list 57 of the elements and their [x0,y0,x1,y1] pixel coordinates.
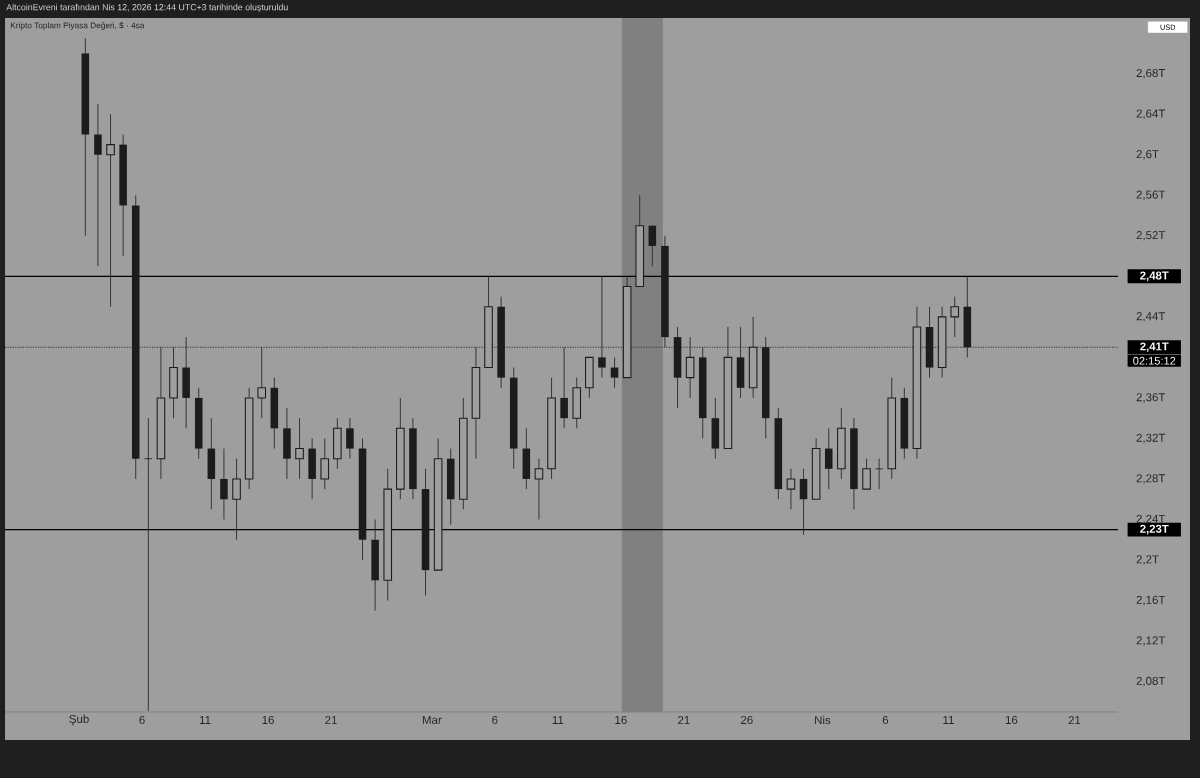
y-tick-label: 2,44T [1136,312,1166,322]
y-tick-label: 2,36T [1136,393,1166,403]
x-tick-label: Şub [69,714,89,726]
candlestick [685,336,695,399]
candlestick [106,113,115,308]
candlestick [824,427,833,490]
ref-line-label: 2,41T [1140,342,1169,353]
x-tick-label: 21 [325,715,337,724]
candlestick [862,458,871,490]
y-tick-label: 2,6T [1136,150,1159,160]
y-tick-label: 2,56T [1136,190,1166,201]
x-tick-label: Mar [422,715,442,724]
candlestick [799,468,808,536]
y-tick-label: 2,28T [1136,474,1166,484]
candlestick [560,346,568,429]
x-tick-label: 11 [943,716,954,724]
candlestick [257,346,267,419]
y-tick-label: 2,64T [1136,109,1166,119]
x-tick-label: 16 [262,715,274,725]
x-tick-label: 16 [1005,715,1018,725]
x-tick-label: 21 [1068,715,1081,724]
candlestick [295,417,304,480]
candlestick [648,225,657,267]
candlestick [232,458,241,541]
y-tick-label: 2,12T [1136,636,1166,646]
candlestick [94,103,102,267]
y-tick-label: 2,68T [1136,68,1166,79]
y-tick-label: 2,32T [1136,433,1166,444]
x-tick-label: 11 [199,716,211,724]
x-tick-label: 21 [678,715,690,724]
candlestick [320,438,330,490]
y-tick-label: 2,24T [1136,514,1166,525]
x-tick-label: 16 [615,715,627,725]
chart-subtitle: Kripto Toplam Piyasa Değeri, $ · 4sa [10,22,145,30]
y-tick-label: 2,52T [1136,231,1166,241]
ref-line-label: 2,48T [1140,271,1169,282]
candlestick [598,275,606,379]
x-tick-label: Nis [815,715,831,725]
x-tick-label: 6 [139,715,145,725]
candlestick [220,448,228,520]
candlestick [874,458,884,490]
candlestick [610,356,619,389]
chart-title: AltcoinEvreni tarafından Nis 12, 2026 12:44 UTC+3 tarihinde oluşturuldu [6,3,288,13]
candlestick [144,417,153,712]
x-tick-label: 6 [882,715,889,725]
ref-line-label: 2,23T [1140,524,1169,535]
x-tick-label: 11 [552,716,564,724]
text: 02:15:12 [1133,356,1176,365]
y-tick-label: 2,2T [1136,555,1159,565]
candlestick [534,458,544,520]
candlestick [950,296,960,338]
x-tick-label: 26 [741,715,753,725]
candlestick [346,417,354,460]
y-tick-label: 2,08T [1136,676,1166,687]
y-tick-label: 2,16T [1136,595,1166,606]
x-tick-label: 6 [492,715,498,725]
candlestick [786,468,796,510]
